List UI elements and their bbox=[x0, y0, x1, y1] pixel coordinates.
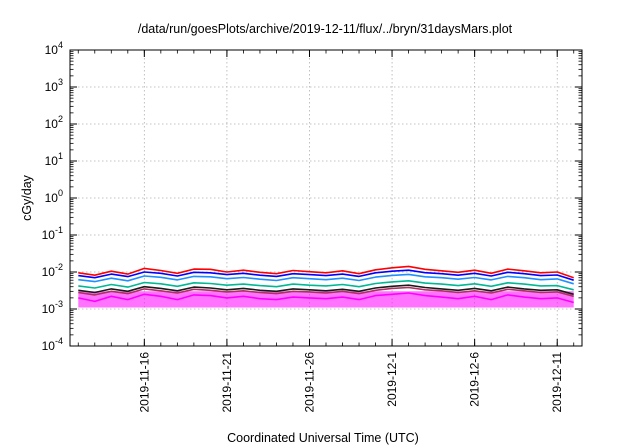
series-line-7 bbox=[78, 292, 574, 304]
series-line-1 bbox=[78, 265, 574, 279]
x-tick-label: 2019-11-26 bbox=[302, 352, 316, 413]
y-axis: 10-4 10-3 10-2 10-1 100 101 102 103 104 bbox=[42, 40, 582, 353]
y-tick-label: 10-2 bbox=[42, 262, 63, 279]
x-tick-label: 2019-12-1 bbox=[385, 352, 399, 407]
y-tick-label: 10-4 bbox=[42, 336, 63, 353]
y-tick-label: 101 bbox=[45, 151, 63, 168]
series-line-2 bbox=[78, 269, 574, 281]
y-axis-label: cGy/day bbox=[20, 174, 34, 221]
y-tick-label: 104 bbox=[45, 40, 63, 57]
series-group bbox=[78, 265, 574, 304]
x-axis: 2019-11-16 2019-11-21 2019-11-26 2019-12-1 2… bbox=[77, 50, 575, 413]
x-tick-label: 2019-12-6 bbox=[468, 352, 482, 407]
y-tick-label: 10-1 bbox=[42, 225, 63, 242]
series-line-6 bbox=[78, 286, 574, 298]
series-line-3 bbox=[78, 273, 574, 285]
y-tick-label: 100 bbox=[45, 188, 63, 205]
x-axis-label: Coordinated Universal Time (UTC) bbox=[227, 431, 419, 445]
x-tick-label: 2019-11-21 bbox=[220, 352, 234, 413]
y-tick-label: 10-3 bbox=[42, 299, 63, 316]
y-tick-label: 102 bbox=[45, 114, 63, 131]
series-line-4 bbox=[78, 280, 574, 291]
chart-title: /data/run/goesPlots/archive/2019-12-11/f… bbox=[138, 22, 513, 36]
series-line-5 bbox=[78, 284, 574, 296]
x-tick-label: 2019-11-16 bbox=[137, 352, 151, 413]
x-tick-label: 2019-12-11 bbox=[550, 352, 564, 413]
y-tick-label: 103 bbox=[45, 77, 63, 94]
